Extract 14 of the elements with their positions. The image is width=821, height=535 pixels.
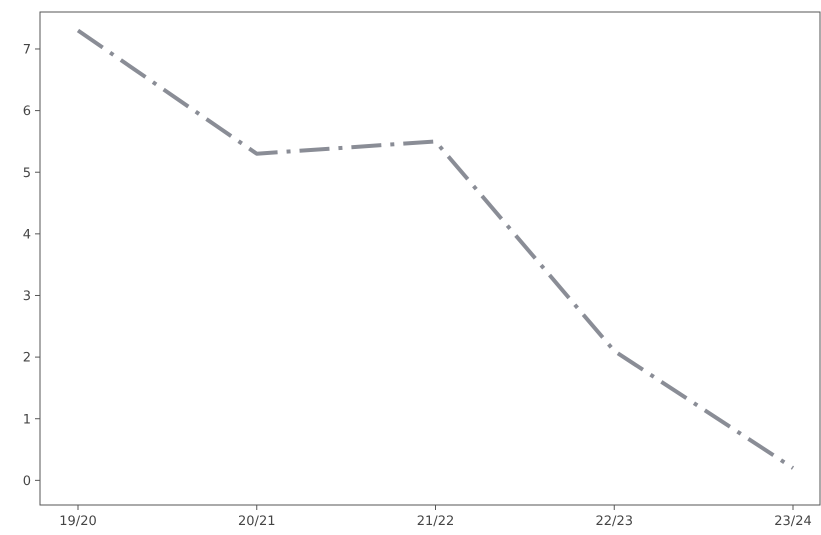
y-tick-label: 6 (22, 104, 31, 120)
y-tick-label: 2 (22, 350, 31, 366)
x-tick-label: 21/22 (416, 514, 454, 529)
x-tick-label: 20/21 (238, 514, 276, 529)
x-tick-label: 19/20 (59, 514, 97, 529)
x-tick-label: 23/24 (774, 514, 812, 529)
line-series (76, 28, 795, 470)
x-tick-label: 22/23 (596, 514, 633, 529)
y-tick-label: 4 (22, 227, 31, 242)
y-tick-label: 3 (22, 289, 31, 304)
y-tick-label: 7 (22, 42, 31, 58)
y-tick-label: 0 (22, 474, 31, 489)
y-tick-label: 5 (22, 166, 31, 181)
y-tick-label: 1 (22, 412, 31, 428)
